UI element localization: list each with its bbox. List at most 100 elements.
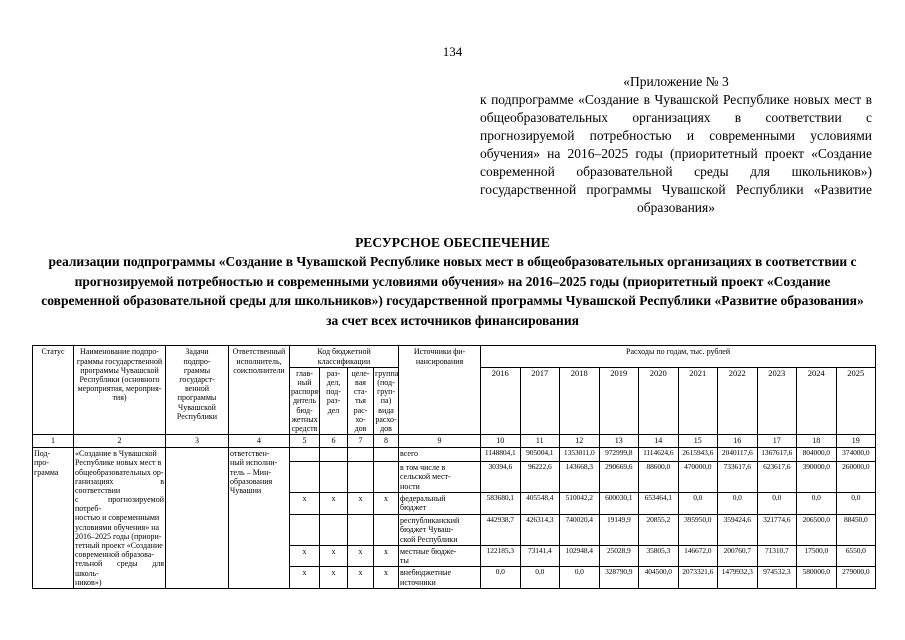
header-row-1: Статус Наименование подпро- граммы госуд…	[32, 345, 877, 436]
status-cell: Под- про- грамма	[32, 447, 74, 589]
column-number: 5	[289, 434, 320, 449]
year-value-cell: 653464,1	[638, 491, 679, 516]
year-value-cell: 0,0	[796, 491, 837, 516]
year-value-cell: 200760,7	[717, 544, 758, 568]
code-cell	[347, 514, 374, 546]
year-value-cell: 905004,1	[519, 447, 561, 463]
year-value-cell: 580000,0	[796, 566, 837, 589]
year-value-cell: 25028,9	[598, 544, 640, 568]
year-value-cell: 146672,0	[677, 544, 719, 568]
year-value-cell: 321774,6	[756, 514, 798, 546]
code-cell: х	[347, 544, 374, 568]
year-value-cell: 1479932,3	[717, 566, 758, 589]
title-heading: РЕСУРСНОЕ ОБЕСПЕЧЕНИЕ	[355, 234, 550, 250]
column-number: 11	[519, 434, 561, 449]
header-row-2: глав- ный распоря- дитель бюд- жетных ср…	[33, 366, 877, 436]
source-cell: федеральный бюджет	[398, 491, 482, 516]
column-number: 12	[559, 434, 600, 449]
year-value-cell: 404500,0	[638, 566, 679, 589]
code-cell: х	[319, 491, 348, 516]
year-value-cell: 88450,0	[835, 514, 877, 546]
year-value-cell: 260000,0	[835, 461, 877, 493]
source-cell: республиканский бюджет Чуваш- ской Респу…	[398, 514, 482, 546]
year-value-cell: 73141,4	[519, 544, 561, 568]
column-number: 6	[319, 434, 348, 449]
column-number: 2	[73, 434, 166, 449]
column-number: 1	[32, 434, 74, 449]
annex-block: «Приложение № 3 к подпрограмме «Создание…	[480, 73, 872, 217]
year-value-cell: 19149,9	[598, 514, 640, 546]
year-header: 2022	[717, 366, 758, 436]
column-number: 17	[756, 434, 798, 449]
year-value-cell: 359424,6	[717, 514, 758, 546]
col-header-executor: Ответственный исполнитель, соисполнители	[228, 345, 290, 436]
source-cell: местные бюдже- ты	[398, 544, 482, 568]
year-header: 2017	[519, 366, 561, 436]
year-value-cell: 623617,6	[756, 461, 798, 493]
year-value-cell: 206500,0	[796, 514, 837, 546]
code-subheader: группа (под- груп- па) вида расхо- дов	[372, 366, 400, 436]
code-cell	[289, 447, 320, 463]
year-header: 2023	[756, 366, 798, 436]
year-value-cell: 470000,0	[677, 461, 719, 493]
year-value-cell: 510042,2	[559, 491, 600, 516]
year-value-cell: 71310,7	[756, 544, 798, 568]
code-cell: х	[347, 566, 374, 589]
code-cell: х	[289, 544, 320, 568]
year-header: 2024	[796, 366, 837, 436]
code-subheader: раз- дел, под- раз- дел	[319, 366, 348, 436]
program-name-cell: «Создание в Чувашской Республике новых м…	[73, 447, 166, 589]
col-header-tasks: Задачи подпро- граммы государст- венной …	[165, 345, 229, 436]
annex-paragraph: к подпрограмме «Создание в Чувашской Рес…	[480, 91, 872, 215]
tasks-cell	[165, 447, 229, 589]
annex-title-line: «Приложение № 3	[623, 74, 729, 89]
year-value-cell: 974532,3	[756, 566, 798, 589]
column-number: 7	[347, 434, 374, 449]
year-value-cell: 35805,3	[638, 544, 679, 568]
year-header: 2025	[835, 366, 877, 436]
year-value-cell: 20855,2	[638, 514, 679, 546]
code-cell: х	[289, 491, 320, 516]
year-header: 2019	[598, 366, 640, 436]
year-value-cell: 1148804,1	[480, 447, 521, 463]
title-subtitle: реализации подпрограммы «Создание в Чува…	[41, 254, 864, 328]
table-row-total: Под- про- грамма «Создание в Чувашской Р…	[32, 447, 877, 589]
executor-cell: ответствен- ный исполни- тель – Мин- обр…	[228, 447, 290, 589]
year-value-cell: 0,0	[677, 491, 719, 516]
year-header: 2018	[559, 366, 600, 436]
year-value-cell: 102948,4	[559, 544, 600, 568]
column-number: 9	[398, 434, 482, 449]
year-value-cell: 30394,6	[480, 461, 521, 493]
year-value-cell: 740020,4	[559, 514, 600, 546]
year-value-cell: 2040117,6	[717, 447, 758, 463]
col-group-budget-code: Код бюджетной классификации	[288, 345, 400, 368]
code-cell: х	[347, 491, 374, 516]
year-value-cell: 0,0	[835, 491, 877, 516]
year-value-cell: 583680,1	[480, 491, 521, 516]
year-header: 2020	[638, 366, 679, 436]
code-subheader: глав- ный распоря- дитель бюд- жетных ср…	[289, 366, 320, 436]
source-cell: внебюджетные источники	[398, 566, 482, 589]
code-cell: х	[372, 544, 400, 568]
year-value-cell: 1114624,6	[638, 447, 679, 463]
year-value-cell: 395950,0	[677, 514, 719, 546]
document-title: РЕСУРСНОЕ ОБЕСПЕЧЕНИЕ реализации подпрог…	[41, 233, 865, 331]
column-number: 10	[480, 434, 521, 449]
year-value-cell: 442938,7	[480, 514, 521, 546]
column-number: 18	[796, 434, 837, 449]
year-value-cell: 88600,0	[638, 461, 679, 493]
year-header: 2016	[480, 366, 521, 436]
code-cell	[289, 514, 320, 546]
column-number: 8	[372, 434, 400, 449]
year-value-cell: 0,0	[519, 566, 561, 589]
column-number: 13	[598, 434, 640, 449]
column-number-row: 1 2 3 4 5 6 7 8 9 10 11 12 13 14 15 16 17 18 19	[32, 434, 877, 449]
year-value-cell: 122185,3	[480, 544, 521, 568]
year-value-cell: 143668,3	[559, 461, 600, 493]
code-cell	[347, 447, 374, 463]
year-value-cell: 1353011,0	[559, 447, 600, 463]
